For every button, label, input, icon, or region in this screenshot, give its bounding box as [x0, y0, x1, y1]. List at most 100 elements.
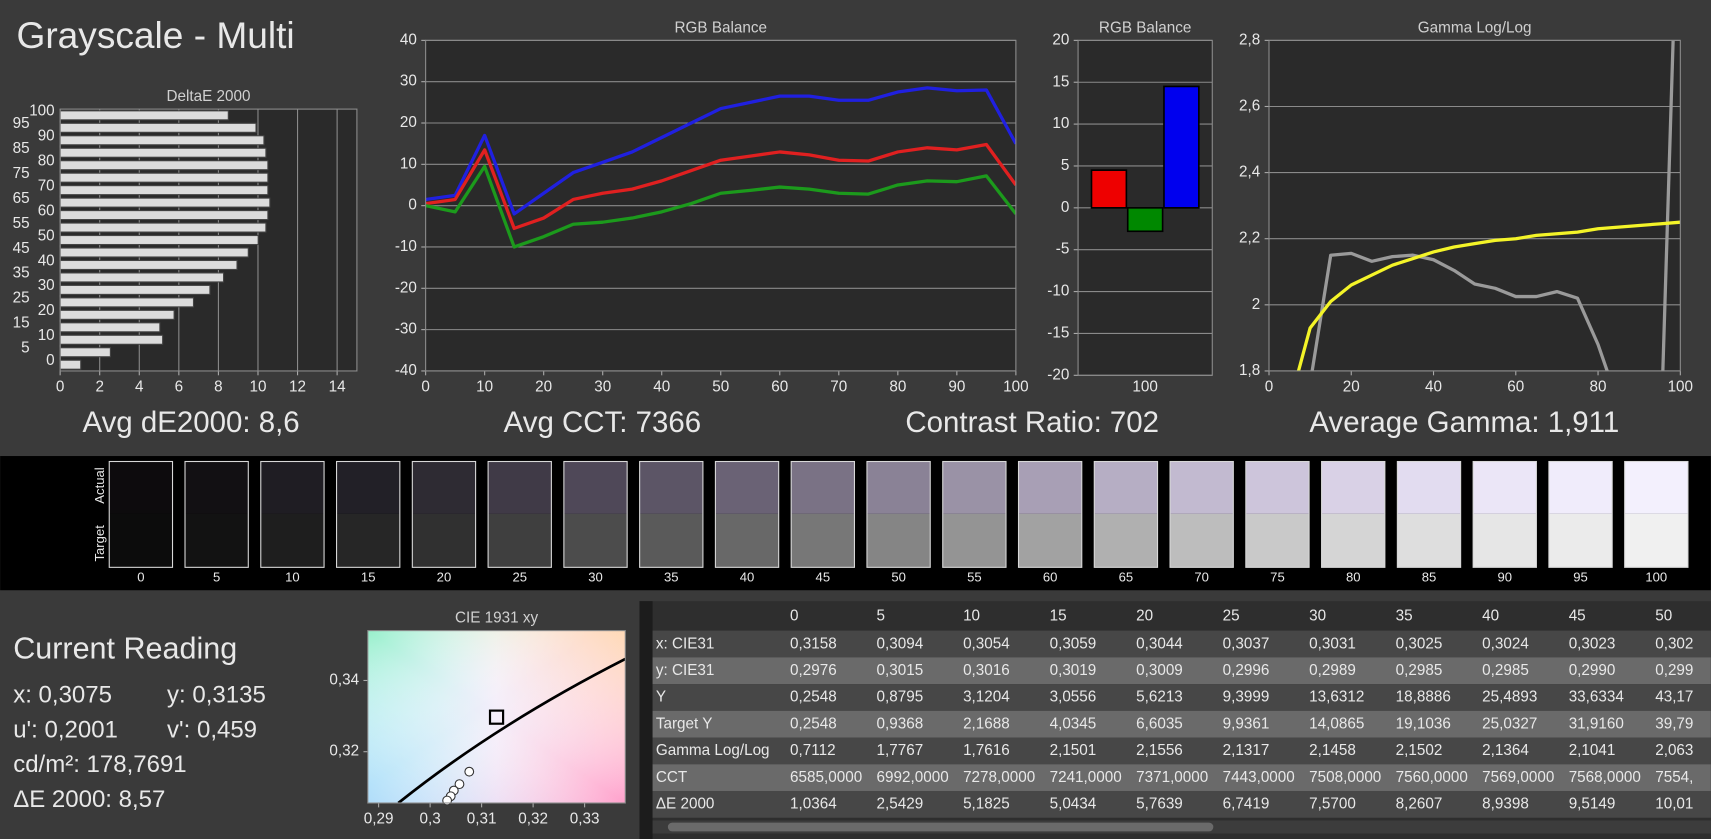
column-header: 25 — [1223, 607, 1240, 624]
x-tick-label: 0,3 — [420, 810, 441, 827]
y-tick-label: 0,34 — [329, 672, 359, 689]
bar — [59, 334, 164, 345]
actual-swatch — [1170, 461, 1234, 514]
y-tick-label: 30 — [38, 277, 55, 294]
y-tick-label: 20 — [400, 114, 417, 131]
y-tick-label: 20 — [1052, 31, 1069, 48]
table-cell: 0,3044 — [1136, 635, 1183, 652]
table-cell: 0,3037 — [1223, 635, 1270, 652]
table-cell: 14,0865 — [1309, 715, 1364, 732]
chart-title: Gamma Log/Log — [1418, 19, 1532, 36]
target-swatch — [488, 513, 552, 568]
row-label: Y — [656, 689, 666, 706]
y-tick-label: -5 — [1056, 241, 1070, 258]
series-line — [1310, 40, 1675, 371]
y-tick-label: 2,4 — [1239, 164, 1261, 181]
table-cell: 0,299 — [1655, 662, 1693, 679]
y-tick-label: -20 — [395, 279, 417, 296]
table-cell: 0,8795 — [877, 689, 924, 706]
column-header: 10 — [963, 607, 980, 624]
actual-swatch — [1397, 461, 1461, 514]
bar — [59, 122, 257, 133]
y-tick-label: 10 — [1052, 115, 1069, 132]
row-label: Target Y — [656, 715, 713, 732]
table-row — [652, 710, 1711, 738]
y-tick-label: 80 — [38, 153, 55, 170]
table-cell: 7568,0000 — [1569, 769, 1641, 786]
bar — [59, 297, 195, 308]
swatch-label: 55 — [967, 570, 982, 585]
chart: CIE 1931 xy 0,32 0,34 0,29 0,3 0,31 0,32 0,33 — [329, 610, 626, 827]
x-tick-label: 80 — [1590, 378, 1607, 395]
swatch-label: 40 — [740, 570, 755, 585]
table-cell: 10,01 — [1655, 796, 1693, 813]
actual-swatch — [1094, 461, 1158, 514]
row-label: x: CIE31 — [656, 635, 715, 652]
bar — [59, 135, 265, 146]
table-cell: 4,0345 — [1050, 715, 1097, 732]
table-cell: 25,4893 — [1482, 689, 1537, 706]
y-tick-label: 55 — [13, 215, 30, 232]
y-tick-label: 2,6 — [1239, 98, 1260, 115]
plot-frame — [59, 108, 358, 372]
plot-frame — [1268, 39, 1681, 372]
bar — [59, 197, 271, 208]
actual-swatch — [639, 461, 703, 514]
table-cell: 19,1036 — [1396, 715, 1451, 732]
table-cell: 7443,0000 — [1223, 769, 1295, 786]
swatch-frame — [942, 460, 1007, 568]
table-cell: 8,2607 — [1396, 796, 1443, 813]
target-swatch — [1094, 513, 1158, 568]
chart: RGB Balance -40 -30 -20 -10 0 10 20 30 40 0 10 20 30 4… — [395, 19, 1029, 395]
row-label: Actual — [92, 467, 107, 503]
swatch-label: 70 — [1194, 570, 1209, 585]
table-cell: 0,302 — [1655, 635, 1693, 652]
swatch-frame — [790, 460, 856, 568]
table-cell: 7,5700 — [1309, 796, 1356, 813]
stat: Avg CCT: 7366 — [504, 406, 701, 439]
reading: ΔE 2000: 8,57 — [13, 786, 165, 813]
actual-swatch — [488, 461, 552, 514]
y-tick-label: 70 — [38, 177, 55, 194]
swatch-frame — [1321, 460, 1386, 568]
x-tick-label: 70 — [830, 378, 847, 395]
bar — [1163, 85, 1200, 209]
bar — [59, 259, 238, 270]
y-tick-label: 10 — [38, 327, 55, 344]
table-cell: 0,2996 — [1223, 662, 1270, 679]
table-row — [652, 764, 1711, 791]
row-label: ΔE 2000 — [656, 796, 715, 813]
table-cell: 0,9368 — [877, 715, 924, 732]
target-swatch — [185, 513, 249, 568]
bar — [59, 322, 161, 333]
y-tick-label: -20 — [1047, 366, 1069, 383]
table-cell: 2,1501 — [1050, 742, 1097, 759]
table-cell: 0,3019 — [1050, 662, 1097, 679]
swatch-label: 100 — [1645, 570, 1667, 585]
y-tick-label: 40 — [38, 252, 55, 269]
table-cell: 0,3025 — [1396, 635, 1443, 652]
column-header: 50 — [1655, 607, 1672, 624]
table-cell: 0,3016 — [963, 662, 1010, 679]
table-cell: 2,1458 — [1309, 742, 1356, 759]
x-tick-label: 90 — [948, 378, 965, 395]
reading: u': 0,2001 — [13, 716, 118, 743]
chart-title: CIE 1931 xy — [455, 610, 539, 627]
bar — [59, 222, 267, 233]
x-tick-label: 10 — [249, 378, 266, 395]
bar — [1126, 207, 1164, 233]
y-tick-label: 35 — [13, 265, 30, 282]
swatch-frame — [1472, 460, 1537, 568]
y-tick-label: 0 — [1061, 199, 1070, 216]
table-row — [652, 790, 1711, 818]
bar — [59, 284, 211, 295]
table-row — [652, 737, 1711, 765]
table-cell: 7554, — [1655, 769, 1693, 786]
table-cell: 7278,0000 — [963, 769, 1035, 786]
scroll-thumb[interactable] — [667, 822, 1214, 832]
table-cell: 7569,0000 — [1482, 769, 1554, 786]
table-cell: 0,2989 — [1309, 662, 1356, 679]
bar — [59, 147, 267, 158]
table-cell: 5,6213 — [1136, 689, 1183, 706]
